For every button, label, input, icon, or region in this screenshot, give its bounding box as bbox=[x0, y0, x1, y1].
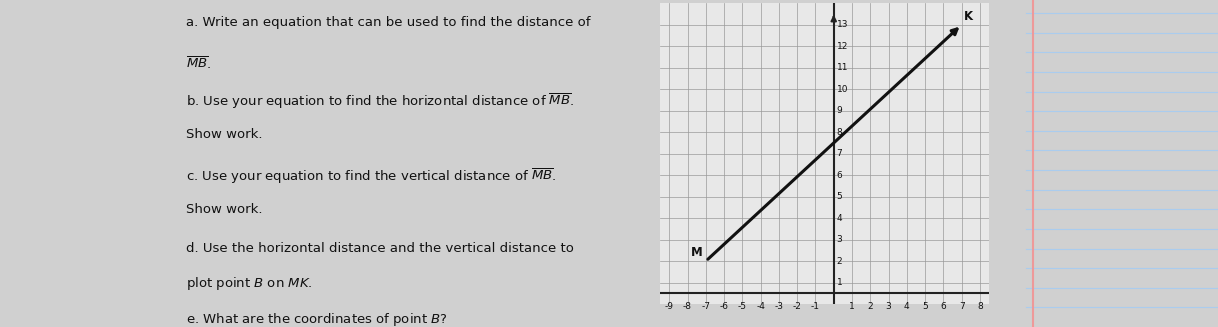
Text: c. Use your equation to find the vertical distance of $\overline{MB}$.: c. Use your equation to find the vertica… bbox=[185, 167, 557, 186]
Text: -7: -7 bbox=[702, 302, 710, 311]
Text: e. What are the coordinates of point $B$?: e. What are the coordinates of point $B$… bbox=[185, 311, 447, 327]
Text: -8: -8 bbox=[683, 302, 692, 311]
Text: -3: -3 bbox=[775, 302, 783, 311]
Text: 1: 1 bbox=[849, 302, 855, 311]
Text: 13: 13 bbox=[837, 20, 848, 29]
Text: 5: 5 bbox=[837, 192, 842, 201]
Text: 4: 4 bbox=[837, 214, 842, 223]
Text: 1: 1 bbox=[837, 278, 842, 287]
Text: M: M bbox=[692, 246, 703, 259]
Text: -2: -2 bbox=[793, 302, 801, 311]
Text: Show work.: Show work. bbox=[185, 128, 262, 141]
Text: K: K bbox=[963, 9, 972, 23]
Text: 2: 2 bbox=[837, 257, 842, 266]
Text: -6: -6 bbox=[720, 302, 728, 311]
Text: 6: 6 bbox=[940, 302, 946, 311]
Text: 9: 9 bbox=[837, 106, 842, 115]
Text: -5: -5 bbox=[738, 302, 747, 311]
Text: 5: 5 bbox=[922, 302, 928, 311]
Text: 7: 7 bbox=[837, 149, 842, 158]
Text: 11: 11 bbox=[837, 63, 848, 72]
Text: 12: 12 bbox=[837, 42, 848, 51]
Text: $\overline{MB}$.: $\overline{MB}$. bbox=[185, 56, 211, 72]
Text: -1: -1 bbox=[811, 302, 820, 311]
Text: -4: -4 bbox=[756, 302, 765, 311]
Text: 8: 8 bbox=[977, 302, 983, 311]
Text: 3: 3 bbox=[837, 235, 842, 244]
Text: Show work.: Show work. bbox=[185, 203, 262, 216]
Text: 8: 8 bbox=[837, 128, 842, 137]
Text: 7: 7 bbox=[959, 302, 965, 311]
Text: -9: -9 bbox=[665, 302, 674, 311]
Text: 3: 3 bbox=[885, 302, 892, 311]
Text: 4: 4 bbox=[904, 302, 910, 311]
Text: 6: 6 bbox=[837, 171, 842, 180]
Text: a. Write an equation that can be used to find the distance of: a. Write an equation that can be used to… bbox=[185, 16, 591, 29]
Text: b. Use your equation to find the horizontal distance of $\overline{MB}$.: b. Use your equation to find the horizon… bbox=[185, 92, 574, 111]
Text: plot point $B$ on $MK$.: plot point $B$ on $MK$. bbox=[185, 275, 312, 292]
Text: d. Use the horizontal distance and the vertical distance to: d. Use the horizontal distance and the v… bbox=[185, 242, 574, 255]
Text: 2: 2 bbox=[867, 302, 873, 311]
Text: 10: 10 bbox=[837, 85, 848, 94]
